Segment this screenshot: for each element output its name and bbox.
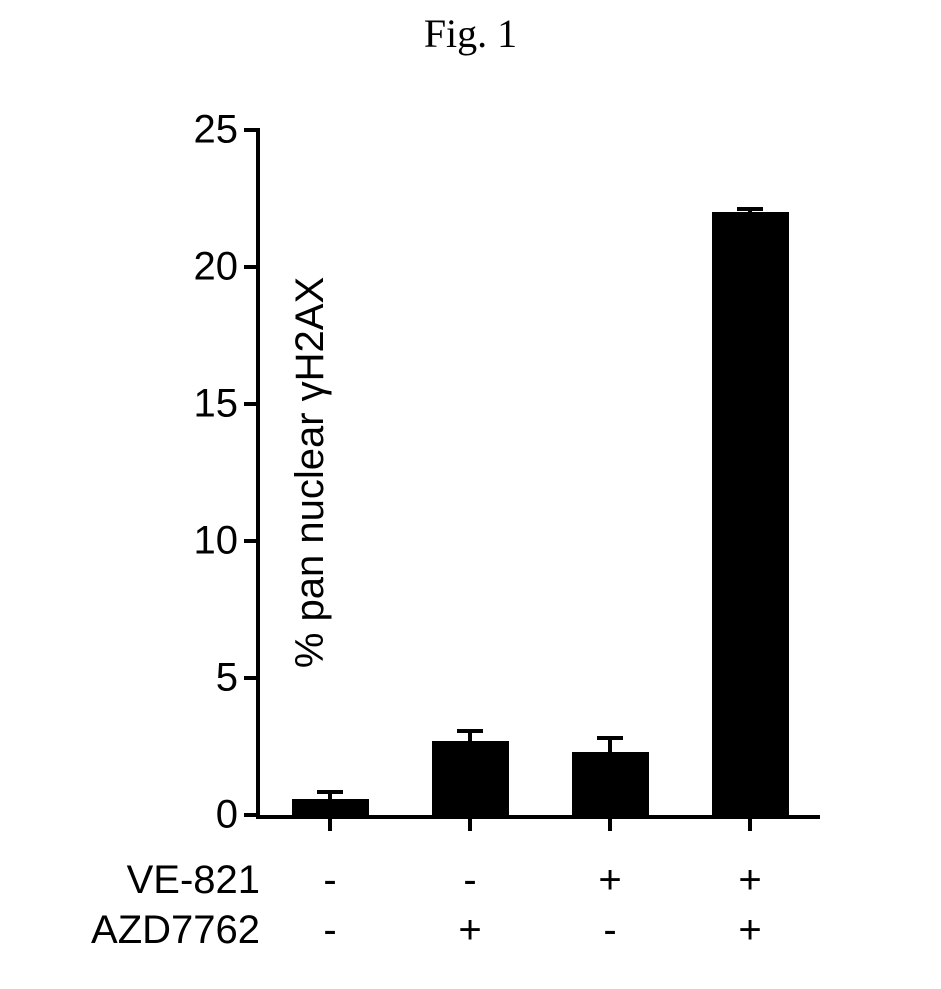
error-bar-stem — [608, 738, 612, 752]
x-tick — [608, 815, 612, 831]
y-tick — [244, 128, 260, 132]
treatment-table: VE-821 - - + + AZD7762 - + - + — [30, 855, 820, 955]
treatment-cell: + — [540, 858, 680, 903]
treatment-label: AZD7762 — [30, 908, 260, 953]
x-tick — [748, 815, 752, 831]
error-bar-cap — [597, 736, 624, 740]
treatment-cell: - — [540, 908, 680, 953]
y-tick — [244, 265, 260, 269]
treatment-cell: - — [400, 858, 540, 903]
x-tick — [328, 815, 332, 831]
error-bar-cap — [737, 207, 764, 211]
figure-title: Fig. 1 — [0, 10, 941, 57]
bar — [432, 741, 509, 815]
treatment-row-azd7762: AZD7762 - + - + — [30, 905, 820, 955]
treatment-label: VE-821 — [30, 858, 260, 903]
y-tick-label: 15 — [194, 382, 239, 427]
y-tick-label: 0 — [216, 793, 238, 838]
x-axis-line — [256, 815, 820, 819]
treatment-row-ve821: VE-821 - - + + — [30, 855, 820, 905]
y-tick — [244, 539, 260, 543]
bar — [292, 799, 369, 815]
bar — [572, 752, 649, 815]
treatment-cell: - — [260, 908, 400, 953]
treatment-cell: - — [260, 858, 400, 903]
y-tick — [244, 813, 260, 817]
y-tick — [244, 676, 260, 680]
y-tick-label: 10 — [194, 519, 239, 564]
treatment-cell: + — [680, 858, 820, 903]
bar — [712, 212, 789, 815]
plot-area: 0510152025 — [260, 130, 820, 815]
error-bar-cap — [457, 729, 484, 733]
y-tick — [244, 402, 260, 406]
treatment-cell: + — [400, 908, 540, 953]
y-axis-line — [256, 130, 260, 815]
y-tick-label: 20 — [194, 245, 239, 290]
treatment-cell: + — [680, 908, 820, 953]
error-bar-cap — [317, 790, 344, 794]
y-tick-label: 25 — [194, 108, 239, 153]
figure-container: Fig. 1 % pan nuclear γH2AX 0510152025 VE… — [0, 0, 941, 989]
x-tick — [468, 815, 472, 831]
y-tick-label: 5 — [216, 656, 238, 701]
